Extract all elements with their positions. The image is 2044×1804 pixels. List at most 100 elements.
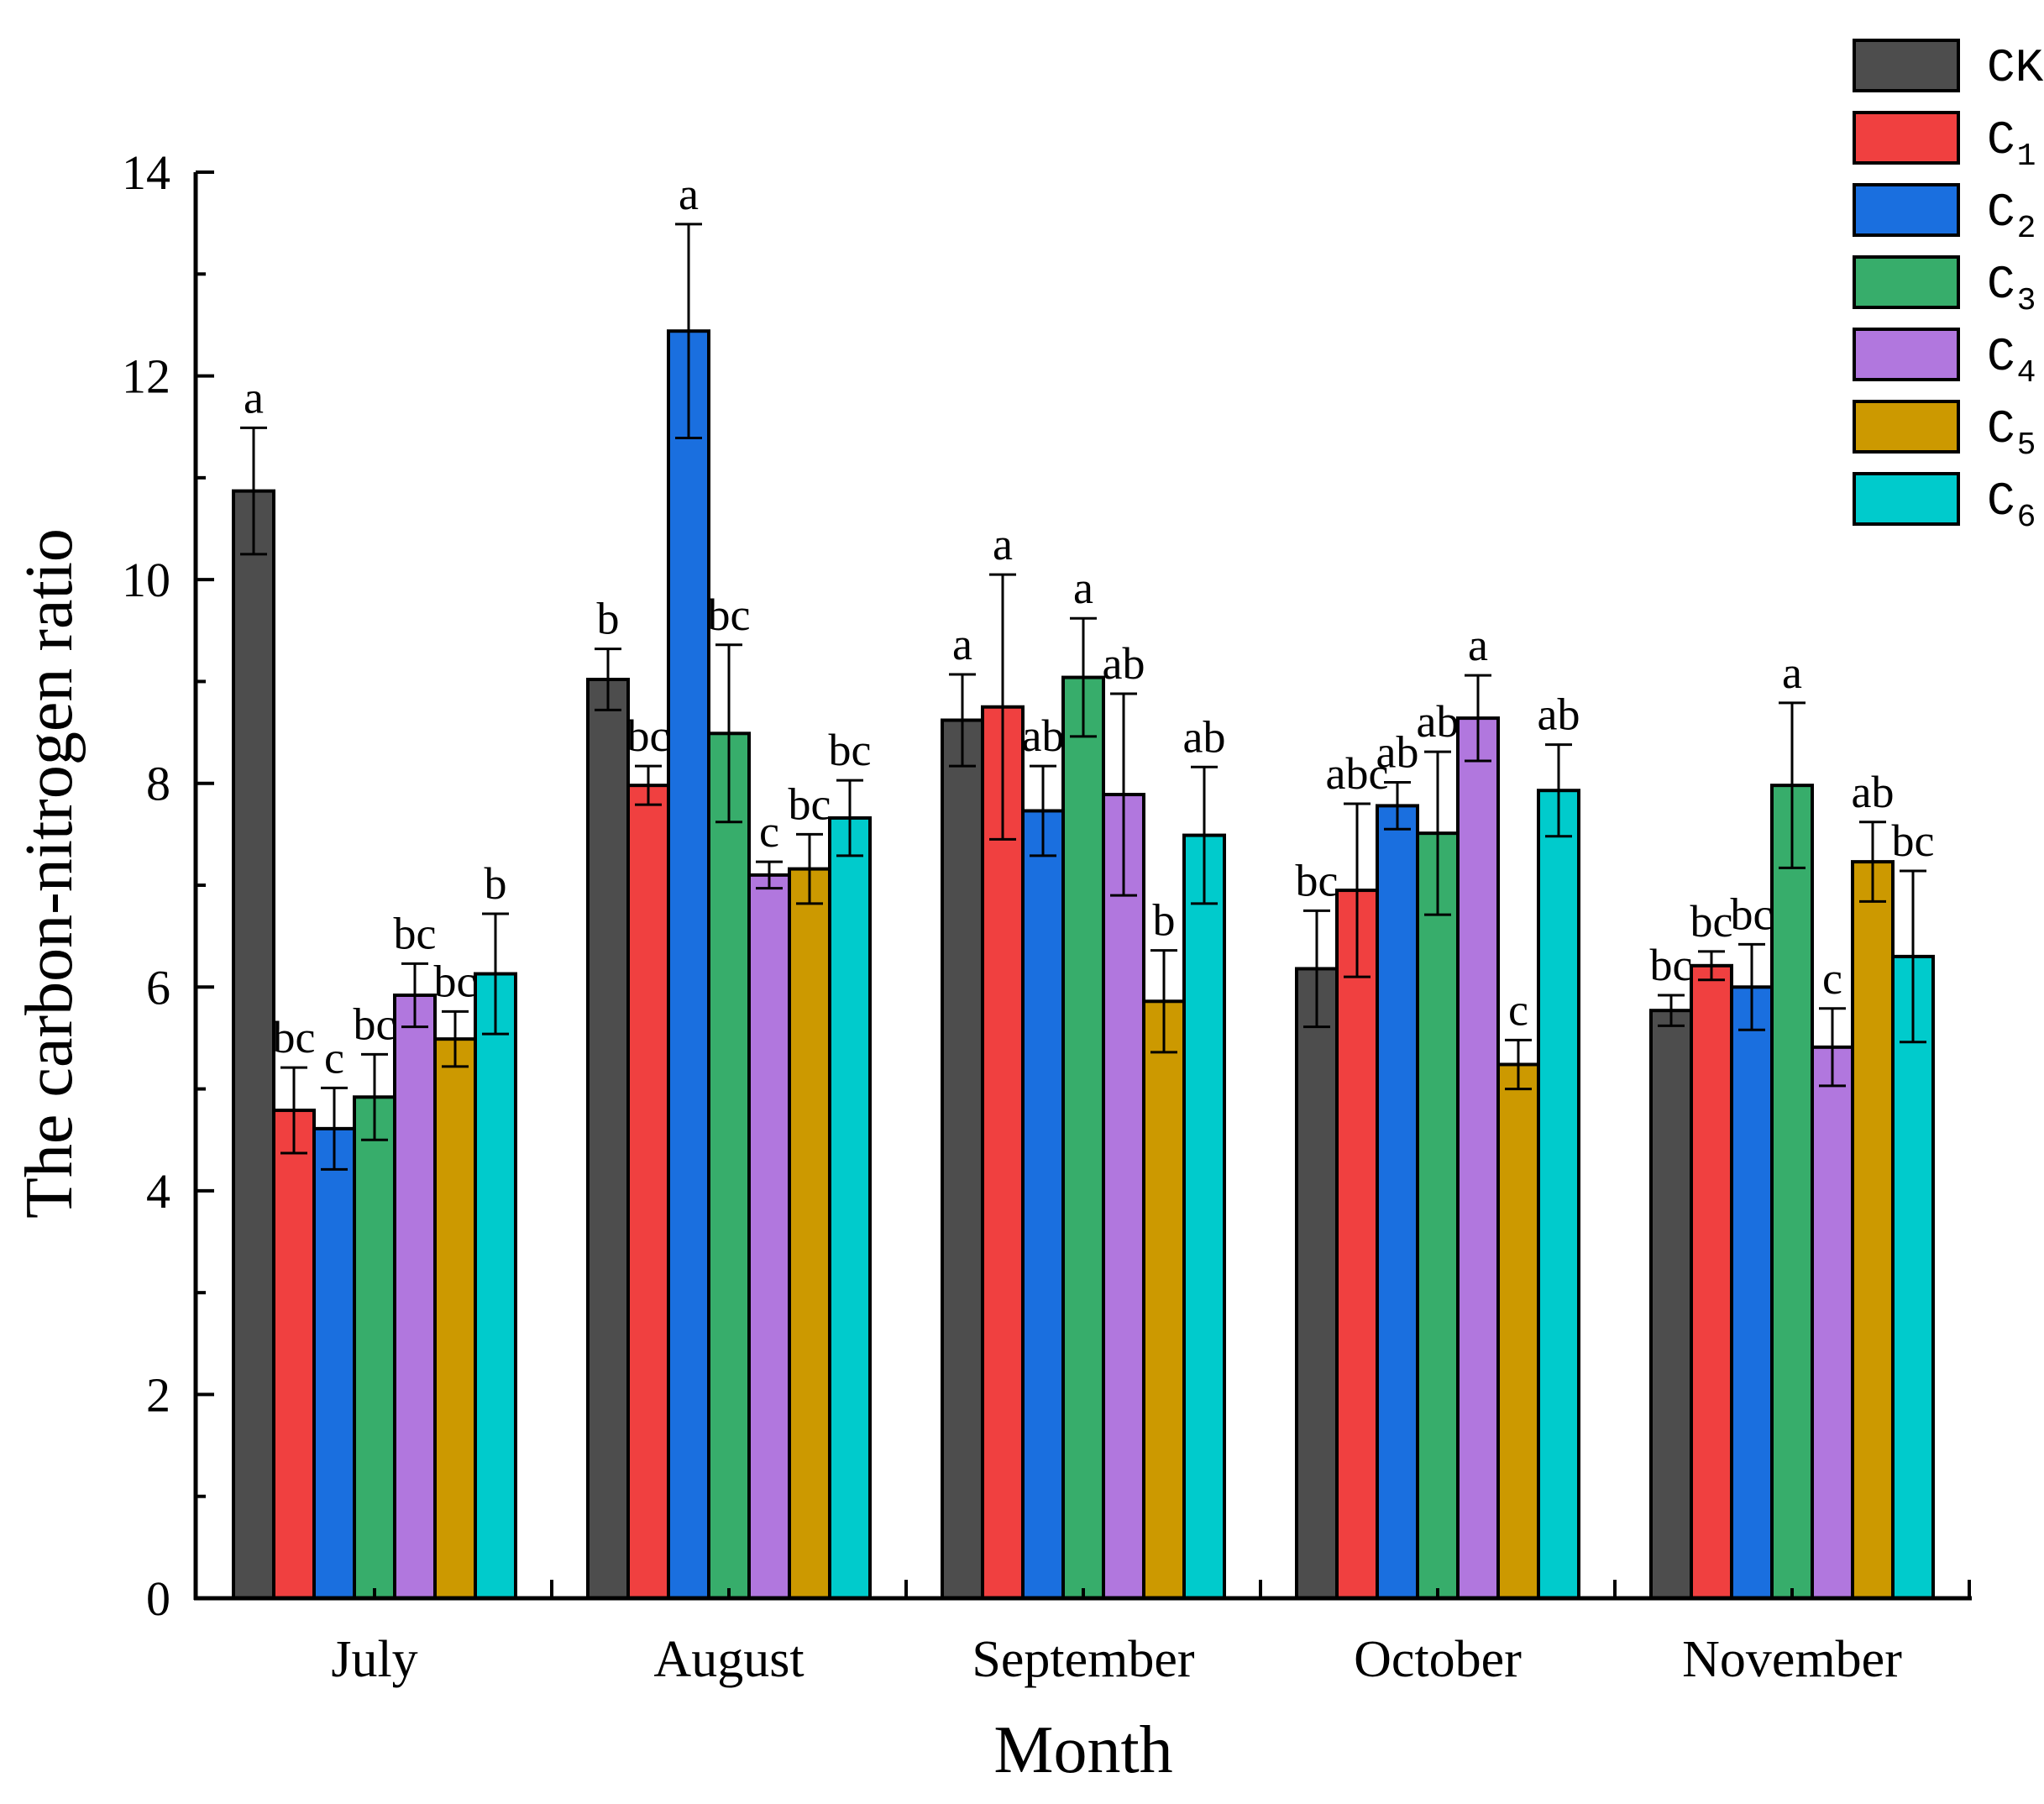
bar-CK-September — [941, 718, 984, 1601]
bar-C5-July — [433, 1037, 477, 1601]
error-bars-layer — [240, 223, 1926, 1171]
bar-C4-November — [1811, 1045, 1854, 1600]
bar-C6-July — [474, 972, 517, 1600]
bar-CK-July — [232, 489, 275, 1600]
legend-swatch-C5 — [1853, 400, 1960, 454]
bar-C2-September — [1021, 809, 1065, 1600]
legend-label-main: C — [1987, 186, 2015, 239]
bar-C5-September — [1142, 999, 1186, 1601]
sig-letter-C5-September: b — [1153, 895, 1176, 946]
bar-C1-September — [981, 705, 1025, 1600]
legend-swatch-C1 — [1853, 111, 1960, 165]
sig-letter-C3-July: bc — [354, 999, 396, 1049]
x-tick-label-october: October — [1354, 1631, 1522, 1688]
sig-letter-C5-July: bc — [434, 956, 477, 1006]
legend-label-C3: C3 — [1987, 258, 2036, 319]
x-tick-label-september: September — [972, 1631, 1194, 1688]
y-tick-label: 4 — [146, 1164, 170, 1219]
sig-letter-C1-September: a — [993, 519, 1013, 569]
sig-letter-C5-November: ab — [1852, 767, 1895, 817]
legend-label-main: C — [1987, 330, 2015, 384]
legend-label-subscript: 3 — [2017, 283, 2036, 319]
bar-C3-November — [1770, 784, 1814, 1600]
bar-CK-August — [586, 678, 630, 1601]
y-tick-label: 0 — [146, 1571, 170, 1626]
sig-letter-CK-July: a — [244, 372, 264, 422]
sig-letter-C3-August: bc — [708, 590, 751, 640]
legend-label-C4: C4 — [1987, 330, 2036, 391]
bar-C5-November — [1851, 860, 1895, 1600]
sig-letter-CK-November: bc — [1650, 940, 1693, 990]
sig-letter-C4-September: ab — [1103, 638, 1145, 689]
bar-C2-July — [312, 1126, 356, 1600]
sig-letter-C6-July: b — [485, 858, 507, 909]
y-tick-label: 8 — [146, 757, 170, 811]
bar-C4-August — [747, 873, 791, 1601]
legend-swatch-CK — [1853, 39, 1960, 92]
legend-label-main: C — [1987, 258, 2015, 312]
bar-CK-October — [1295, 967, 1339, 1601]
legend-label-subscript: 2 — [2017, 211, 2036, 247]
bar-C5-October — [1496, 1062, 1540, 1601]
sig-letter-C6-August: bc — [829, 725, 872, 775]
sig-letter-C3-November: a — [1782, 648, 1802, 698]
legend-label-subscript: 5 — [2017, 427, 2036, 464]
x-tick-label-november: November — [1682, 1631, 1902, 1688]
sig-letter-C1-July: bc — [273, 1012, 316, 1062]
bar-CK-November — [1649, 1009, 1693, 1600]
sig-letter-C3-October: ab — [1417, 696, 1460, 747]
legend-label-CK: CK — [1987, 41, 2044, 95]
sig-letter-C5-August: bc — [789, 779, 831, 829]
bar-C6-September — [1182, 833, 1226, 1600]
bar-C3-August — [707, 732, 751, 1600]
bar-C4-September — [1102, 793, 1145, 1600]
x-tick-label-august: August — [653, 1631, 804, 1688]
y-tick-label: 14 — [122, 145, 170, 200]
sig-letter-C1-November: bc — [1690, 896, 1733, 947]
legend-label-C1: C1 — [1987, 113, 2036, 175]
sig-letter-C2-November: bc — [1731, 889, 1774, 939]
bar-C4-October — [1456, 716, 1500, 1600]
sig-letter-CK-August: b — [597, 594, 620, 644]
legend-label-main: CK — [1987, 41, 2044, 95]
bar-C3-October — [1416, 831, 1460, 1600]
legend-label-C5: C5 — [1987, 402, 2036, 464]
y-tick-label: 2 — [146, 1367, 170, 1422]
bar-C6-October — [1537, 789, 1580, 1600]
x-axis-title: Month — [993, 1713, 1172, 1787]
legend-label-subscript: 1 — [2017, 139, 2036, 175]
significance-letters-layer: abc cbcbcbcbbbcabccbcbcaaabaabbabbcabcaba… — [244, 169, 1934, 1083]
sig-letter-C6-October: ab — [1538, 690, 1580, 740]
legend-swatch-C6 — [1853, 472, 1960, 526]
sig-letter-C4-October: a — [1468, 620, 1488, 670]
sig-letter-C4-November: c — [1822, 953, 1842, 1004]
sig-letter-C1-August: bc — [627, 711, 670, 761]
bar-C6-November — [1891, 954, 1935, 1600]
x-tick-label-july: July — [331, 1631, 417, 1688]
bar-C1-November — [1690, 963, 1733, 1600]
legend-label-subscript: 6 — [2017, 500, 2036, 536]
y-axis-title: The carbon-nitrogen ratio — [13, 528, 86, 1219]
legend-swatch-C3 — [1853, 255, 1960, 309]
sig-letter-C4-August: c — [759, 806, 779, 857]
sig-letter-C1-October: abc — [1326, 748, 1389, 799]
bar-C1-October — [1335, 889, 1379, 1601]
sig-letter-C2-September: ab — [1022, 711, 1065, 761]
sig-letter-CK-October: bc — [1296, 855, 1339, 905]
bar-C1-August — [626, 784, 670, 1600]
legend-label-main: C — [1987, 402, 2015, 456]
bar-C2-November — [1730, 985, 1774, 1601]
legend-swatch-C2 — [1853, 183, 1960, 237]
y-tick-label: 12 — [122, 349, 170, 404]
y-tick-label: 10 — [122, 553, 170, 607]
bar-C6-August — [828, 815, 872, 1600]
bar-C2-October — [1376, 804, 1419, 1600]
bar-C4-July — [393, 993, 437, 1600]
sig-letter-C2-October: ab — [1376, 727, 1419, 778]
legend-label-main: C — [1987, 113, 2015, 167]
sig-letter-C6-September: ab — [1183, 711, 1226, 762]
legend-label-main: C — [1987, 475, 2015, 528]
legend-swatch-C4 — [1853, 328, 1960, 381]
